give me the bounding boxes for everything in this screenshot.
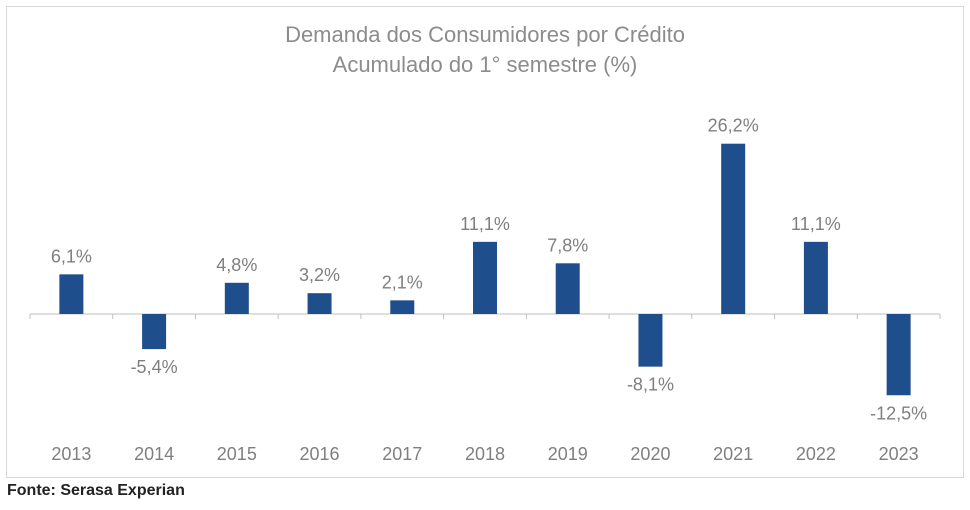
- bar-2020: [638, 314, 663, 367]
- data-label-2023: -12,5%: [870, 403, 927, 423]
- data-label-2020: -8,1%: [627, 375, 674, 395]
- x-tick-label-2022: 2022: [796, 444, 836, 464]
- chart-title-line1: Demanda dos Consumidores por Crédito: [285, 22, 685, 47]
- x-tick-label-2016: 2016: [300, 444, 340, 464]
- bar-2021: [721, 143, 746, 314]
- data-label-2015: 4,8%: [216, 255, 257, 275]
- data-label-2022: 11,1%: [791, 214, 841, 234]
- data-label-2019: 7,8%: [547, 235, 588, 255]
- bar-2014: [142, 314, 167, 350]
- x-tick-label-2018: 2018: [465, 444, 505, 464]
- x-tick-label-2021: 2021: [713, 444, 753, 464]
- data-label-2017: 2,1%: [382, 272, 423, 292]
- data-label-2014: -5,4%: [131, 357, 178, 377]
- bar-2016: [307, 293, 332, 314]
- source-note: Fonte: Serasa Experian: [7, 482, 185, 499]
- x-tick-label-2020: 2020: [630, 444, 670, 464]
- bar-2022: [803, 241, 828, 314]
- bar-2013: [59, 274, 84, 314]
- bar-2019: [555, 263, 580, 314]
- x-tick-label-2015: 2015: [217, 444, 257, 464]
- data-label-2018: 11,1%: [460, 214, 510, 234]
- bar-2015: [224, 282, 249, 314]
- x-tick-label-2014: 2014: [134, 444, 174, 464]
- data-label-2021: 26,2%: [708, 116, 759, 136]
- bar-2017: [390, 300, 415, 314]
- x-tick-label-2019: 2019: [548, 444, 588, 464]
- data-label-2016: 3,2%: [299, 265, 340, 285]
- data-label-2013: 6,1%: [51, 246, 92, 266]
- x-tick-label-2013: 2013: [51, 444, 91, 464]
- bar-2018: [473, 241, 497, 314]
- bar-2023: [886, 314, 911, 396]
- x-tick-label-2023: 2023: [879, 444, 919, 464]
- chart-title: Demanda dos Consumidores por Crédito Acu…: [0, 20, 970, 80]
- chart-title-line2: Acumulado do 1° semestre (%): [332, 52, 638, 77]
- x-tick-label-2017: 2017: [382, 444, 422, 464]
